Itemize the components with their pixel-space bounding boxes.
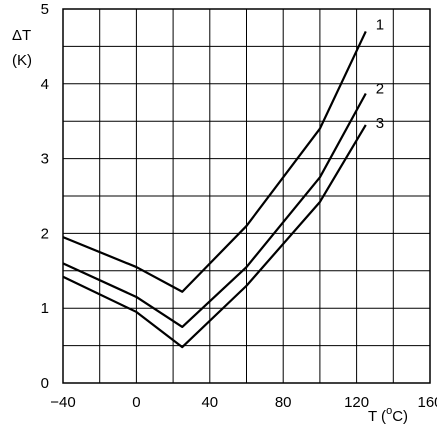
series-label-1: 1	[376, 16, 384, 33]
series-line-2	[62, 92, 367, 328]
y-tick-label: 2	[41, 225, 49, 242]
series-line-3	[62, 124, 367, 349]
x-tick-label: 0	[132, 394, 140, 411]
y-tick-label: 1	[41, 300, 49, 317]
x-tick-label: 40	[201, 394, 218, 411]
series-label-2: 2	[376, 81, 384, 98]
x-tick-label: 80	[275, 394, 292, 411]
x-axis-label-main: T (	[368, 408, 386, 425]
x-tick-label: 160	[417, 394, 437, 411]
grid	[63, 9, 430, 383]
y-axis-unit: (K)	[12, 52, 32, 69]
x-tick-label: −40	[50, 394, 75, 411]
y-tick-label: 4	[41, 76, 49, 93]
plot-frame	[62, 8, 431, 384]
series-line-1	[62, 30, 367, 293]
series-label-3: 3	[376, 115, 384, 132]
x-axis-label-tail: C)	[392, 408, 408, 425]
series-layer: 1 2 3	[62, 16, 384, 349]
y-axis-symbol: ΔT	[12, 27, 31, 44]
y-tick-label: 5	[41, 1, 49, 18]
x-axis-label: T (oC)	[368, 405, 408, 425]
y-tick-label: 0	[41, 375, 49, 392]
y-tick-label: 3	[41, 151, 49, 168]
x-axis-label-sup: o	[386, 405, 392, 417]
x-tick-label: 120	[344, 394, 369, 411]
